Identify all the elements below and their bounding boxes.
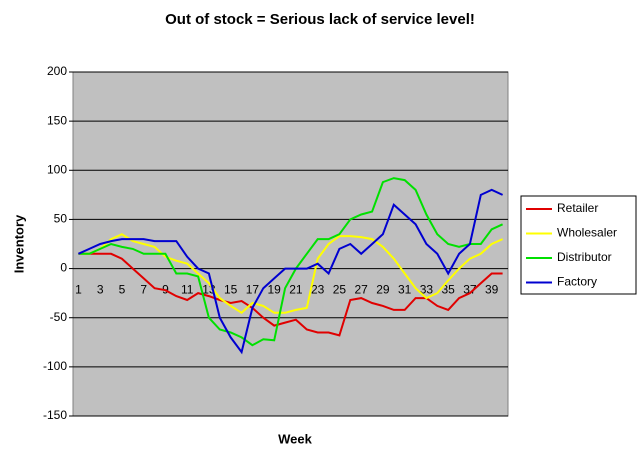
legend-label: Factory [557,275,597,289]
series-line [78,252,503,337]
legend-label: Wholesaler [557,226,617,240]
y-axis-label: Inventory [11,214,26,273]
x-tick-label: 25 [333,283,347,297]
legend-label: Retailer [557,201,598,215]
x-tick-label: 35 [442,283,456,297]
x-tick-label: 17 [246,283,260,297]
y-tick-label: 0 [60,261,67,275]
x-tick-label: 23 [311,283,325,297]
y-tick-label: -100 [43,359,67,373]
x-tick-label: 1 [75,283,82,297]
x-tick-label: 33 [420,283,434,297]
y-tick-label: 150 [47,113,67,127]
y-tick-label: -50 [50,310,68,324]
y-tick-label: 200 [47,64,67,78]
x-tick-label: 39 [485,283,499,297]
x-tick-label: 3 [97,283,104,297]
legend-label: Distributor [557,250,612,264]
x-tick-label: 31 [398,283,412,297]
x-axis-label: Week [278,431,312,446]
x-tick-label: 19 [268,283,282,297]
legend [520,195,637,295]
x-tick-label: 21 [289,283,303,297]
chart-title: Out of stock = Serious lack of service l… [165,11,475,28]
x-tick-label: 37 [463,283,477,297]
x-tick-label: 29 [376,283,390,297]
series-line [77,188,504,355]
series-line [78,233,504,315]
x-tick-label: 5 [119,283,126,297]
x-tick-label: 27 [355,283,369,297]
plot-area [72,71,509,417]
series-line [78,177,504,347]
x-tick-label: 7 [140,283,147,297]
y-tick-label: 50 [54,212,68,226]
x-tick-label: 11 [181,283,194,297]
y-tick-label: 100 [47,162,67,176]
x-tick-label: 15 [224,283,238,297]
y-tick-label: -150 [43,408,67,422]
